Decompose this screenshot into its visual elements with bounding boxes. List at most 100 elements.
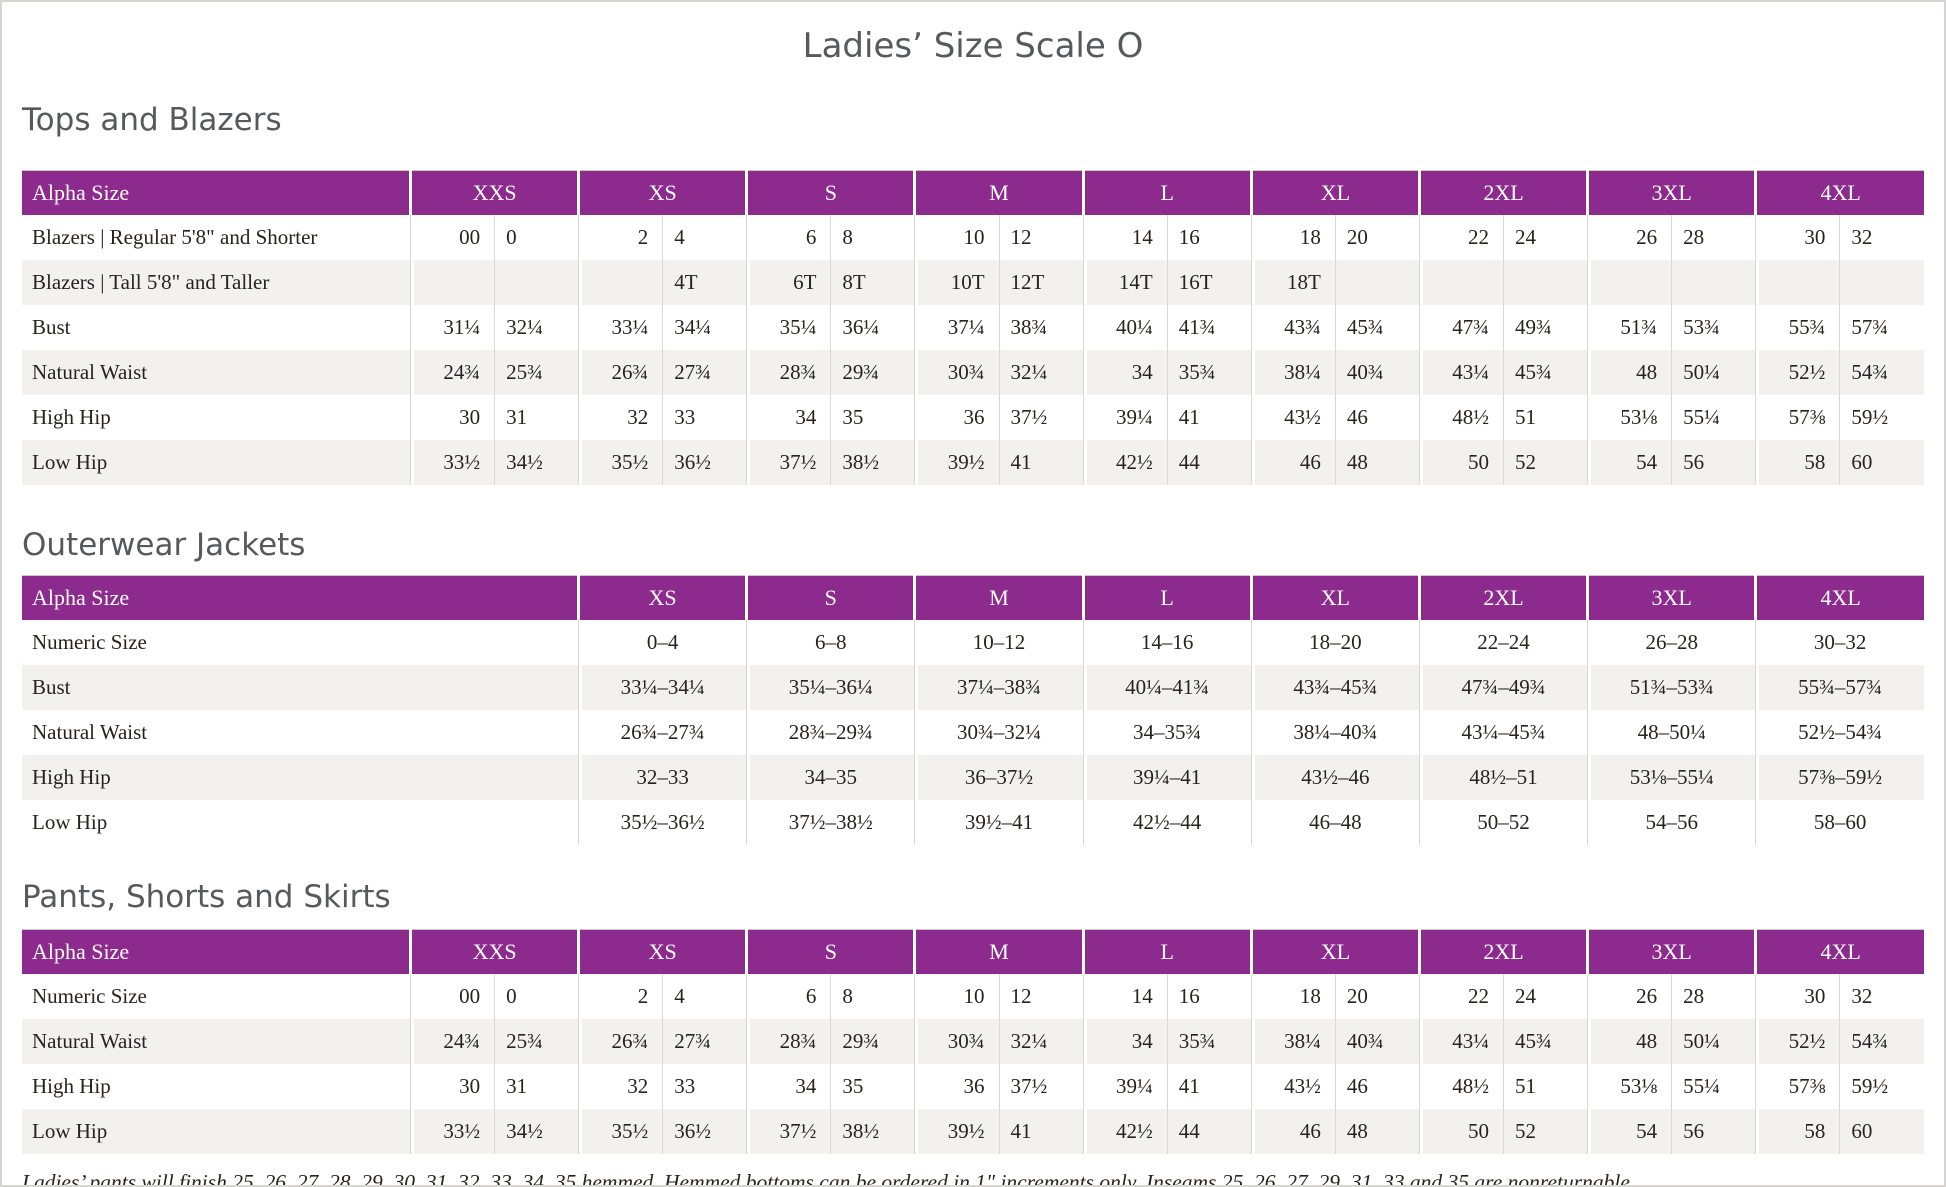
size-value-cell: 32¼ (998, 350, 1084, 395)
size-value-cell: 43½ (1250, 1064, 1336, 1109)
size-value-cell: 39½ (914, 1109, 1000, 1154)
size-value-cell: 51¾–53¾ (1587, 665, 1756, 710)
size-value-cell: 37½ (998, 395, 1084, 440)
size-value-cell: 48½–51 (1418, 755, 1588, 800)
size-value-cell: 22–24 (1418, 620, 1588, 665)
size-value-cell: 18T (1250, 260, 1336, 305)
header-row: Alpha Size XS S M L XL 2XL 3XL 4XL (22, 575, 1924, 620)
size-value-cell: 54¾ (1839, 350, 1924, 395)
size-value-cell: 34–35 (746, 755, 915, 800)
size-value-cell: 38¼ (1250, 350, 1336, 395)
size-value-cell: 37½ (998, 1064, 1084, 1109)
size-value-cell: 0–4 (577, 620, 747, 665)
table-row: High Hip 30 31 32 33 34 35 36 37½ 39¼ 41 43½ 46 48½ 51… (22, 395, 1924, 440)
size-value-cell: 52½–54¾ (1755, 710, 1924, 755)
size-value-cell: 55¼ (1671, 395, 1756, 440)
size-value-cell: 39¼ (1082, 395, 1168, 440)
row-label: Low Hip (32, 1119, 108, 1143)
size-value-cell: 36–37½ (914, 755, 1084, 800)
table-row: Low Hip 33½ 34½ 35½ 36½ 37½ 38½ 39½ 41 42½ 44 46 48 5… (22, 440, 1924, 485)
size-value-cell: 28 (1671, 215, 1756, 260)
pants-shorts-skirts-table: Alpha Size XXS XS S M L XL 2XL 3XL 4XL Numeric Siz… (22, 929, 1924, 1154)
size-column-header: XL (1249, 170, 1420, 215)
size-value-cell: 36½ (662, 1109, 747, 1154)
size-value-cell: 10–12 (914, 620, 1084, 665)
size-value-cell: 52 (1503, 1109, 1588, 1154)
size-value-cell: 35½ (578, 1109, 663, 1154)
size-value-cell: 27¾ (662, 350, 747, 395)
size-value-cell: 48 (1334, 440, 1420, 485)
size-value-cell: 59½ (1839, 395, 1924, 440)
size-column-header: 4XL (1754, 170, 1924, 215)
size-value-cell: 52 (1503, 440, 1588, 485)
size-value-cell: 0 (494, 974, 579, 1019)
size-value-cell: 58 (1755, 1109, 1840, 1154)
size-value-cell: 6 (746, 974, 831, 1019)
size-value-cell: 14 (1082, 215, 1168, 260)
size-value-cell: 37¼ (914, 305, 1000, 350)
size-value-cell: 40¼ (1082, 305, 1168, 350)
size-value-cell: 38½ (830, 440, 915, 485)
size-value-cell: 30¾ (914, 1019, 1000, 1064)
size-value-cell: 42½ (1082, 440, 1168, 485)
size-value-cell: 34 (746, 1064, 831, 1109)
table-row: High Hip 30 31 32 33 34 35 36 37½ 39¼ 41 43½ 46 48½ 51… (22, 1064, 1924, 1109)
size-value-cell: 48 (1334, 1109, 1420, 1154)
size-value-cell: 43½–46 (1250, 755, 1420, 800)
alpha-size-header: Alpha Size (22, 170, 411, 215)
size-value-cell: 37½–38½ (746, 800, 915, 845)
table-row: Blazers | Tall 5'8" and Taller 4T 6T 8T 10T 1… (22, 260, 1924, 305)
size-value-cell: 8 (830, 974, 915, 1019)
size-value-cell: 43¾ (1250, 305, 1336, 350)
size-value-cell: 35½–36½ (577, 800, 747, 845)
size-value-cell: 34¼ (662, 305, 747, 350)
size-value-cell: 33½ (409, 1109, 495, 1154)
row-label: Bust (32, 315, 71, 339)
size-value-cell: 54–56 (1587, 800, 1756, 845)
row-label: Bust (32, 675, 71, 699)
row-label: Natural Waist (32, 360, 148, 384)
size-value-cell: 35¼ (746, 305, 831, 350)
table-row: Numeric Size 00 0 2 4 6 8 10 12 14 16 18 20 22 24 26 28 3… (22, 974, 1924, 1019)
size-value-cell: 53⅛ (1587, 1064, 1672, 1109)
size-value-cell: 48 (1587, 350, 1672, 395)
size-value-cell: 47¾–49¾ (1418, 665, 1588, 710)
header-row: Alpha Size XXS XS S M L XL 2XL 3XL 4XL (22, 170, 1924, 215)
size-column-header: 3XL (1586, 929, 1756, 974)
size-value-cell: 60 (1839, 1109, 1924, 1154)
size-value-cell: 35 (830, 395, 915, 440)
size-value-cell (578, 260, 663, 305)
size-column-header: M (913, 170, 1084, 215)
header-row: Alpha Size XXS XS S M L XL 2XL 3XL 4XL (22, 929, 1924, 974)
size-value-cell: 50 (1418, 440, 1504, 485)
size-value-cell: 59½ (1839, 1064, 1924, 1109)
size-value-cell: 24¾ (409, 1019, 495, 1064)
size-value-cell: 31 (494, 395, 579, 440)
size-value-cell: 54 (1587, 440, 1672, 485)
size-value-cell: 16 (1166, 974, 1252, 1019)
row-label: High Hip (32, 405, 111, 429)
size-value-cell: 30 (409, 395, 495, 440)
size-value-cell: 26 (1587, 215, 1672, 260)
size-value-cell: 46 (1334, 395, 1420, 440)
size-value-cell: 47¾ (1418, 305, 1504, 350)
size-value-cell: 42½–44 (1082, 800, 1252, 845)
size-value-cell: 58 (1755, 440, 1840, 485)
size-value-cell: 41¾ (1166, 305, 1252, 350)
size-value-cell: 60 (1839, 440, 1924, 485)
size-value-cell: 28¾ (746, 1019, 831, 1064)
table-row: Numeric Size 0–4 6–8 10–12 14–16 18–20 22–24 26… (22, 620, 1924, 665)
size-column-header: XXS (408, 170, 579, 215)
table-row: Natural Waist 24¾ 25¾ 26¾ 27¾ 28¾ 29¾ 30¾ 32¼ 34 3… (22, 1019, 1924, 1064)
size-value-cell: 8T (830, 260, 915, 305)
size-value-cell: 4 (662, 974, 747, 1019)
size-value-cell: 46 (1250, 1109, 1336, 1154)
size-value-cell: 6T (746, 260, 831, 305)
row-label: Blazers | Tall 5'8" and Taller (32, 270, 270, 294)
size-value-cell: 34½ (494, 1109, 579, 1154)
size-value-cell: 6–8 (746, 620, 915, 665)
size-column-header: 3XL (1586, 575, 1756, 620)
size-column-header: L (1081, 170, 1252, 215)
size-value-cell: 30–32 (1755, 620, 1924, 665)
size-column-header: XXS (408, 929, 579, 974)
